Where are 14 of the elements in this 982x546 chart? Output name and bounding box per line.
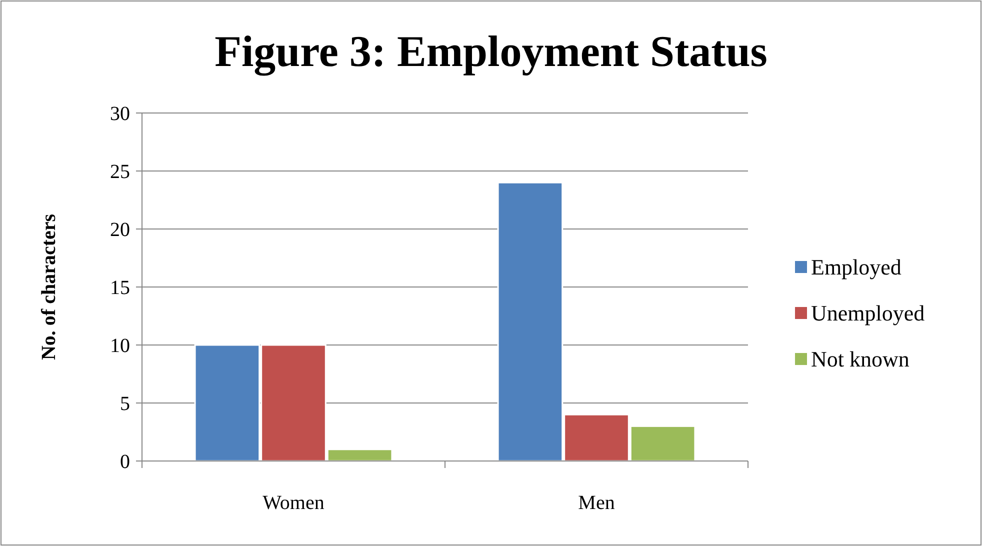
legend-label: Unemployed (811, 300, 925, 326)
chart-title: Figure 3: Employment Status (214, 27, 768, 76)
x-tick-label: Women (262, 492, 324, 514)
y-tick-label: 5 (120, 393, 130, 415)
legend-label: Not known (811, 346, 910, 372)
x-tick-label: Men (578, 492, 615, 514)
y-tick-label: 15 (110, 277, 130, 299)
y-tick-label: 20 (110, 219, 130, 241)
y-tick-label: 30 (110, 103, 130, 125)
y-tick-label: 10 (110, 335, 130, 357)
legend-label: Employed (811, 254, 902, 280)
y-tick-label: 25 (110, 161, 130, 183)
y-axis-title: No. of characters (38, 214, 60, 360)
y-tick-label: 0 (120, 451, 130, 473)
